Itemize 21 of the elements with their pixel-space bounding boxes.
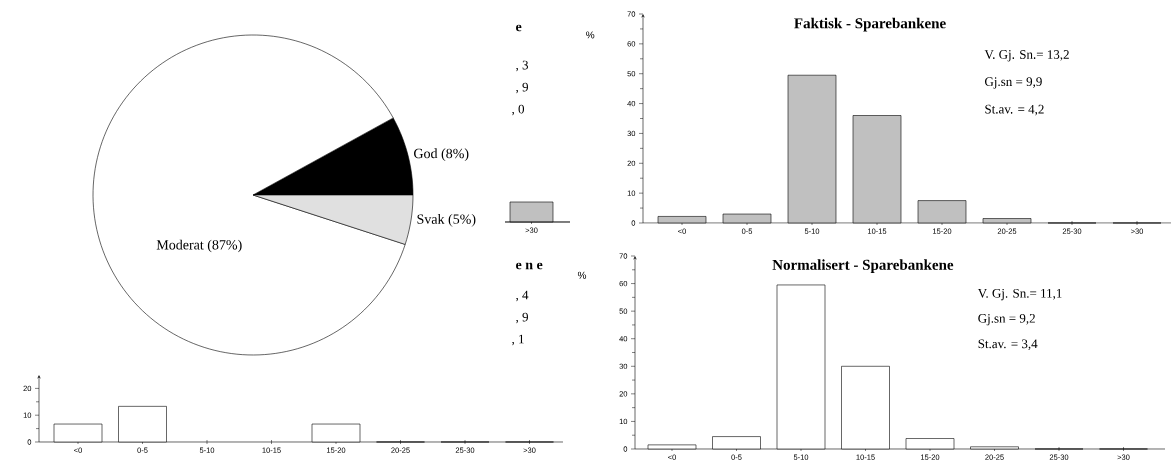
chart-title: Faktisk - Sparebankene — [794, 17, 946, 32]
text: , 3 — [516, 60, 529, 72]
slice-label: Svak (5%) — [417, 213, 476, 227]
text: , 1 — [512, 334, 524, 346]
text: , 0 — [512, 104, 525, 116]
slice-label: Moderat (87%) — [156, 239, 242, 253]
text: e — [516, 24, 522, 32]
chart-title: Normalisert - Sparebankene — [772, 259, 954, 273]
y-axis-title: % — [577, 271, 587, 279]
text: , 9 — [516, 82, 528, 94]
annotation: V. Gj. Sn.= 13,2 — [984, 50, 1069, 62]
annotation: Gj.sn = 9,2 — [978, 314, 1035, 326]
annotation: St.av. = 3,4 — [978, 339, 1038, 351]
slice-label: God (8%) — [414, 148, 469, 162]
annotation: Gj.sn = 9,9 — [984, 77, 1042, 89]
text: , 9 — [516, 312, 528, 324]
annotation: V. Gj. Sn.= 11,1 — [977, 288, 1062, 301]
y-axis-title: % — [586, 31, 595, 39]
text: , 4 — [516, 290, 529, 302]
annotation: St.av. = 4,2 — [985, 104, 1044, 116]
text: e n e — [516, 262, 543, 270]
